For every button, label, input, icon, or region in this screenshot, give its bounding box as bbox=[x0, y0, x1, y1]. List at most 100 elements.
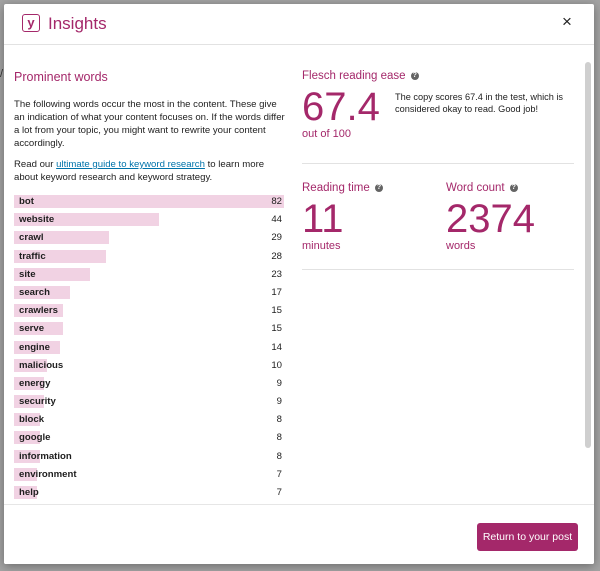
prominent-word-label: security bbox=[19, 396, 56, 408]
prominent-word-count: 9 bbox=[276, 377, 282, 389]
prominent-word-count: 14 bbox=[271, 341, 282, 353]
prominent-word-label: information bbox=[19, 450, 72, 462]
word-count-title-text: Word count bbox=[446, 182, 505, 194]
help-icon[interactable]: ? bbox=[374, 183, 383, 192]
prominent-word-row: engine 14 bbox=[14, 338, 286, 356]
insights-modal: y Insights × Prominent words The followi… bbox=[4, 4, 594, 564]
word-count-value: 2374 bbox=[446, 197, 535, 241]
prominent-word-row: environment 7 bbox=[14, 465, 286, 483]
prominent-word-bar bbox=[14, 304, 63, 318]
prominent-word-row: information 8 bbox=[14, 447, 286, 465]
prominent-word-bar bbox=[14, 195, 284, 208]
prominent-word-row: malicious 10 bbox=[14, 356, 286, 374]
keyword-research-link[interactable]: ultimate guide to keyword research bbox=[56, 159, 205, 170]
prominent-word-count: 7 bbox=[276, 468, 282, 480]
flesch-title-text: Flesch reading ease bbox=[302, 70, 406, 82]
prominent-word-row: website 44 bbox=[14, 210, 286, 228]
prominent-word-row: help 7 bbox=[14, 483, 286, 501]
prominent-word-label: help bbox=[19, 487, 39, 498]
prominent-word-bar bbox=[14, 267, 90, 281]
prominent-word-count: 7 bbox=[276, 487, 282, 498]
keyword-research-text: Read our ultimate guide to keyword resea… bbox=[14, 158, 286, 184]
prominent-word-count: 23 bbox=[271, 268, 282, 280]
flesch-block: Flesch reading ease ? 67.4 out of 100 Th… bbox=[302, 70, 574, 165]
prominent-word-count: 29 bbox=[271, 232, 282, 244]
prominent-word-label: crawl bbox=[19, 232, 44, 244]
prominent-word-bar bbox=[14, 413, 40, 427]
prominent-words-section: Prominent words The following words occu… bbox=[14, 70, 286, 501]
flesch-title: Flesch reading ease ? bbox=[302, 70, 574, 82]
prominent-word-row: traffic 28 bbox=[14, 247, 286, 265]
prominent-words-list: bot 82 website 44 crawl 29 traffic 28 site 23 sear… bbox=[14, 192, 286, 501]
prominent-word-count: 8 bbox=[276, 414, 282, 426]
prominent-word-label: environment bbox=[19, 468, 77, 480]
modal-title: Insights bbox=[48, 14, 107, 33]
prominent-word-row: google 8 bbox=[14, 428, 286, 446]
prominent-word-count: 28 bbox=[271, 250, 282, 262]
return-to-post-button[interactable]: Return to your post bbox=[477, 523, 578, 551]
divider bbox=[302, 269, 574, 270]
prominent-word-count: 15 bbox=[271, 323, 282, 335]
prominent-word-row: crawl 29 bbox=[14, 228, 286, 246]
divider bbox=[302, 163, 574, 164]
prominent-word-label: energy bbox=[19, 377, 51, 389]
prominent-word-bar bbox=[14, 449, 40, 463]
prominent-word-bar bbox=[14, 213, 159, 227]
prominent-word-bar bbox=[14, 376, 44, 390]
prominent-word-count: 17 bbox=[271, 286, 282, 298]
prominent-word-bar bbox=[14, 322, 63, 336]
reading-time-value: 11 bbox=[302, 197, 344, 241]
prominent-word-row: bot 82 bbox=[14, 192, 286, 210]
prominent-word-count: 8 bbox=[276, 432, 282, 444]
prominent-word-bar bbox=[14, 486, 37, 499]
prominent-word-label: site bbox=[19, 268, 36, 280]
prominent-word-label: malicious bbox=[19, 359, 64, 371]
yoast-logo-icon: y bbox=[22, 14, 40, 32]
prominent-word-count: 9 bbox=[276, 396, 282, 408]
prominent-word-count: 10 bbox=[271, 359, 282, 371]
prominent-word-bar bbox=[14, 231, 109, 245]
prominent-word-count: 82 bbox=[271, 196, 282, 207]
read-suffix: to learn more about keyword research and… bbox=[14, 159, 265, 183]
reading-time-title: Reading time ? bbox=[302, 182, 442, 194]
prominent-word-label: block bbox=[19, 414, 45, 426]
prominent-word-row: crawlers 15 bbox=[14, 301, 286, 319]
prominent-word-bar bbox=[14, 340, 60, 354]
prominent-word-label: search bbox=[19, 286, 50, 298]
prominent-word-bar bbox=[14, 431, 40, 445]
flesch-out-of: out of 100 bbox=[302, 128, 351, 140]
readability-section: Flesch reading ease ? 67.4 out of 100 Th… bbox=[302, 70, 574, 270]
prominent-word-bar bbox=[14, 395, 44, 409]
prominent-words-heading: Prominent words bbox=[14, 70, 108, 84]
help-icon[interactable]: ? bbox=[410, 71, 419, 80]
prominent-word-row: security 9 bbox=[14, 392, 286, 410]
prominent-word-count: 15 bbox=[271, 305, 282, 317]
word-count-block: Word count ? 2374 words bbox=[446, 182, 574, 252]
prominent-word-label: traffic bbox=[19, 250, 46, 262]
prominent-word-label: google bbox=[19, 432, 51, 444]
prominent-word-bar bbox=[14, 285, 70, 299]
prominent-word-row: site 23 bbox=[14, 265, 286, 283]
prominent-word-row: block 8 bbox=[14, 410, 286, 428]
prominent-word-label: crawlers bbox=[19, 305, 58, 317]
close-icon[interactable]: × bbox=[562, 12, 572, 31]
prominent-word-count: 8 bbox=[276, 450, 282, 462]
prominent-word-bar bbox=[14, 467, 37, 481]
scrollbar-thumb[interactable] bbox=[585, 62, 591, 448]
prominent-word-label: bot bbox=[19, 196, 34, 207]
modal-footer: Return to your post bbox=[4, 504, 594, 564]
flesch-score: 67.4 bbox=[302, 85, 380, 129]
prominent-word-count: 44 bbox=[271, 214, 282, 226]
reading-time-block: Reading time ? 11 minutes bbox=[302, 182, 442, 252]
prominent-word-label: engine bbox=[19, 341, 50, 353]
reading-time-title-text: Reading time bbox=[302, 182, 370, 194]
word-count-title: Word count ? bbox=[446, 182, 574, 194]
prominent-word-row: energy 9 bbox=[14, 374, 286, 392]
help-icon[interactable]: ? bbox=[509, 183, 518, 192]
prominent-word-bar bbox=[14, 358, 47, 372]
background-text-fragment: / bbox=[0, 68, 4, 80]
prominent-word-row: search 17 bbox=[14, 283, 286, 301]
word-count-unit: words bbox=[446, 240, 476, 252]
prominent-words-intro: The following words occur the most in th… bbox=[14, 99, 285, 149]
read-prefix: Read our bbox=[14, 159, 57, 170]
